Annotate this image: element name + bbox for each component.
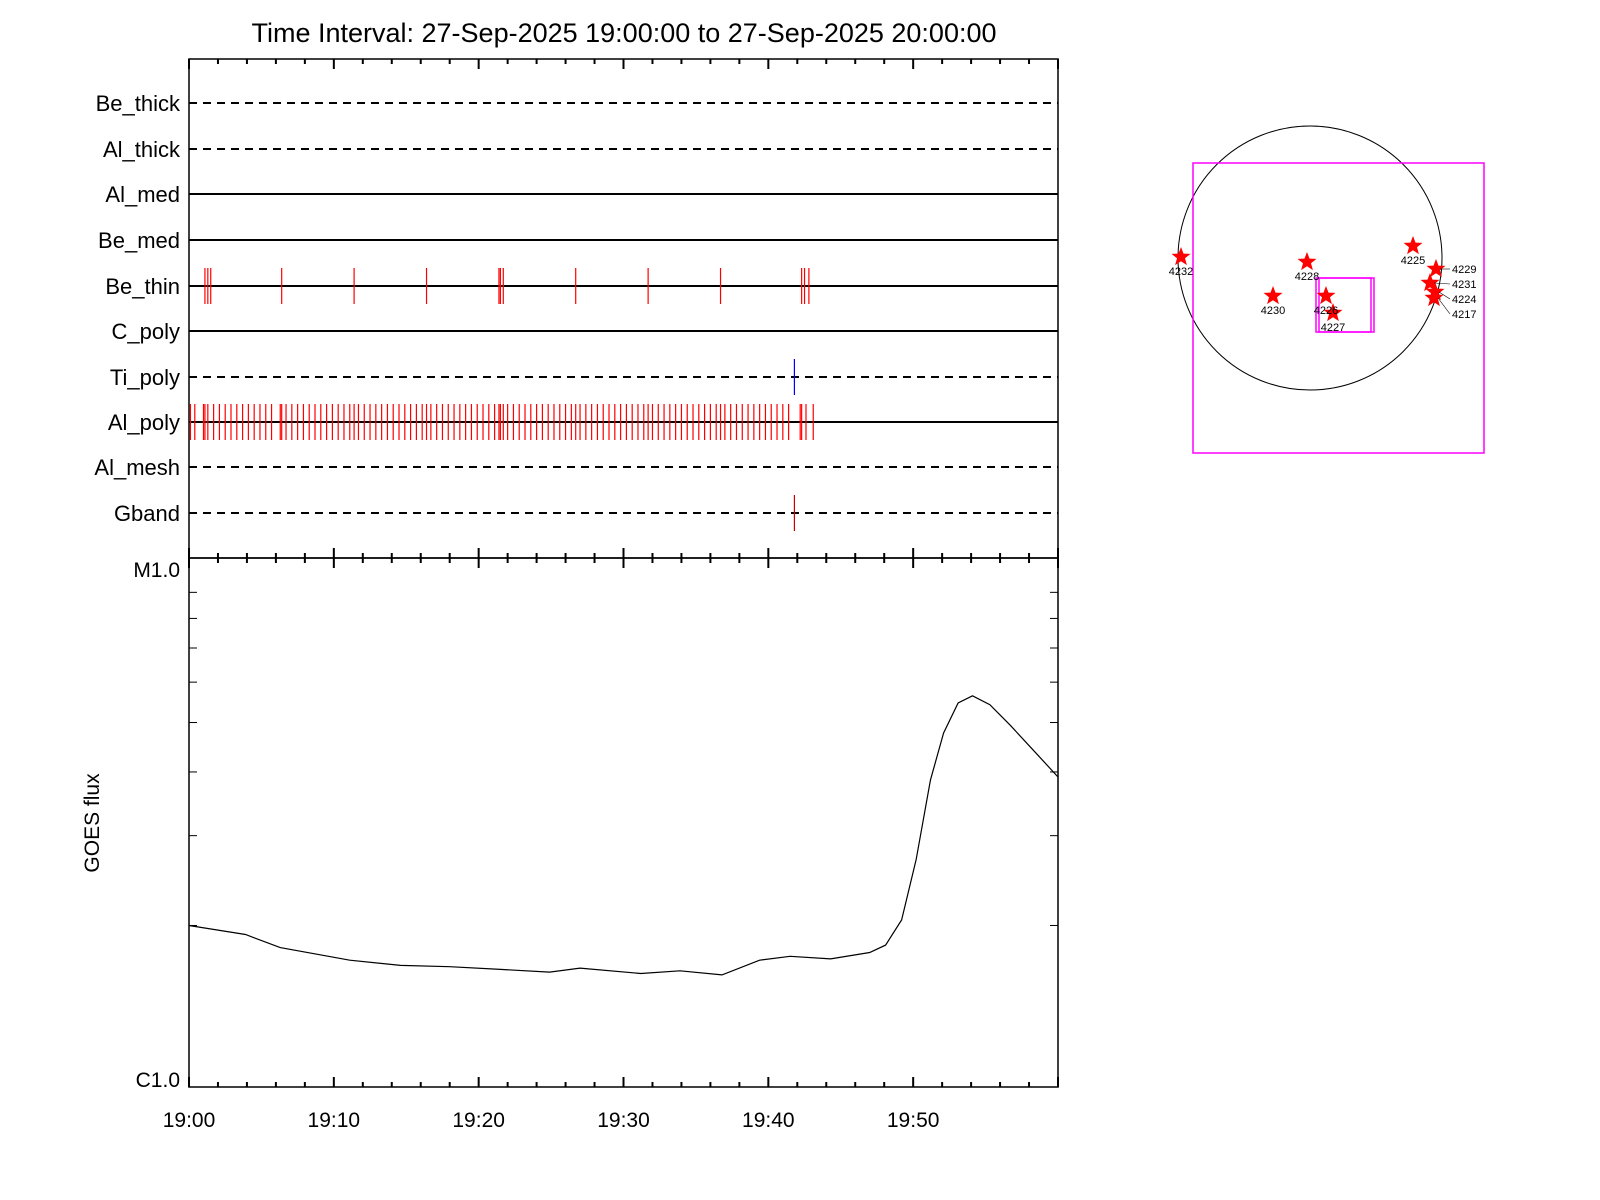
x-tick-label: 19:30 [597,1109,650,1132]
region-label: 4226 [1314,305,1338,317]
field-of-view-box [1192,162,1485,454]
region-star-marker [1424,288,1444,307]
region-label: 4230 [1261,305,1285,317]
region-label: 4227 [1321,322,1345,334]
region-leader-line [1437,297,1451,315]
x-tick-label: 19:10 [308,1109,361,1132]
channel-label-Be_thin: Be_thin [105,274,180,299]
x-tick-label: 19:00 [163,1109,216,1132]
region-star-marker [1316,286,1336,305]
goes-panel-frame [188,557,1059,1088]
region-label: 4229 [1452,264,1476,276]
chart-title: Time Interval: 27-Sep-2025 19:00:00 to 2… [251,18,996,48]
channel-label-Al_poly: Al_poly [108,410,180,435]
goes-flux-line [188,695,1059,976]
region-star-marker [1426,259,1446,278]
region-label: 4231 [1452,279,1476,291]
x-tick-label: 19:50 [887,1109,940,1132]
region-star-marker [1323,303,1343,322]
channel-label-Al_thick: Al_thick [103,137,181,162]
channel-label-Gband: Gband [114,501,180,526]
x-tick-label: 19:20 [452,1109,505,1132]
region-label: 4228 [1295,271,1319,283]
y-axis-label: GOES flux [81,773,104,873]
channel-label-Al_med: Al_med [105,182,180,207]
region-star-marker [1297,252,1317,271]
region-label: 4232 [1169,266,1193,278]
channel-label-Be_med: Be_med [98,228,180,253]
y-tick-label-max: M1.0 [133,559,180,582]
channel-label-Al_mesh: Al_mesh [94,455,180,480]
region-label: 4217 [1452,309,1476,321]
x-tick-label: 19:40 [742,1109,795,1132]
y-tick-label-min: C1.0 [136,1069,180,1092]
region-label: 4225 [1401,255,1425,267]
channel-label-Ti_poly: Ti_poly [110,365,180,390]
region-leader-line [1433,282,1451,285]
region-label: 4224 [1452,294,1476,306]
region-star-marker [1420,273,1440,292]
region-star-marker [1403,236,1423,255]
channel-label-Be_thick: Be_thick [96,91,181,116]
channel-label-C_poly: C_poly [112,319,180,344]
region-star-marker [1263,286,1283,305]
region-star-marker [1171,247,1191,266]
region-leader-line [1438,291,1451,300]
raster-panel-frame [188,58,1059,559]
flare-box [1318,277,1375,333]
